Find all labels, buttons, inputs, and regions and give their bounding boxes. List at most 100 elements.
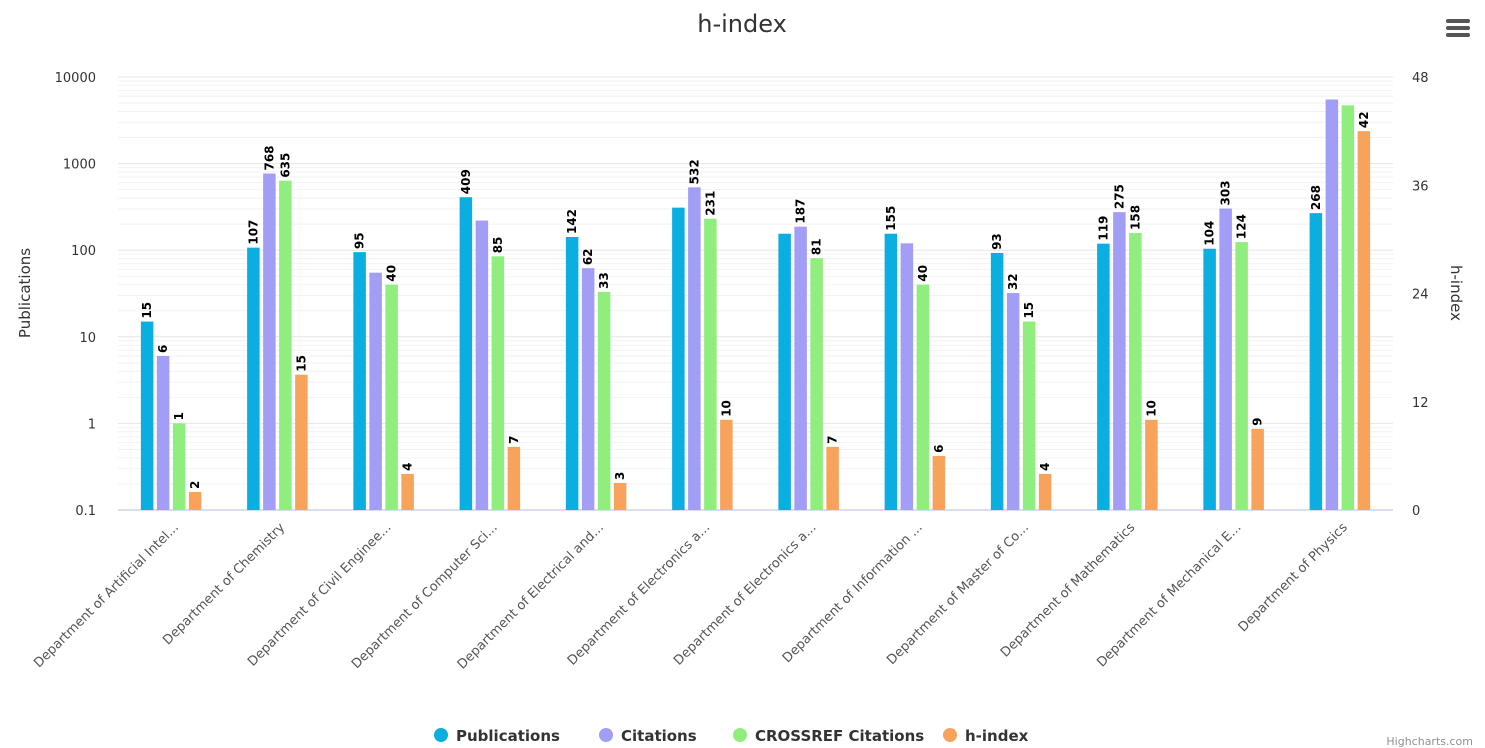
bar [688,187,701,510]
legend-label: CROSSREF Citations [755,727,924,745]
category-label: Department of Physics [1236,520,1351,635]
bar [1219,208,1232,510]
data-label: 268 [1309,185,1323,210]
legend-label: h-index [965,727,1029,745]
bar [263,173,276,511]
data-label: 42 [1357,111,1371,128]
bar [156,356,170,510]
bar [1325,99,1339,510]
bar [565,237,579,510]
menu-line [1446,26,1470,30]
bar [401,473,414,510]
right-tick-label: 24 [1412,288,1429,303]
data-label: 635 [278,153,292,178]
bar [720,419,733,510]
bar [932,455,946,510]
data-label: 6 [156,345,170,353]
data-label: 158 [1128,205,1142,230]
data-label: 2 [188,481,202,489]
right-tick-label: 48 [1412,71,1429,86]
category-label: Department of Artificial Intel... [31,520,182,671]
legend-item[interactable]: Citations [599,727,697,745]
bar [475,220,489,510]
bar [884,233,898,510]
data-label: 95 [353,232,367,249]
bar [1129,232,1142,511]
left-tick-label: 10000 [55,71,96,86]
bar [826,446,839,510]
data-label: 142 [565,209,579,234]
bars-group [140,99,1371,511]
data-label: 119 [1096,216,1110,241]
left-tick-label: 1 [88,417,96,432]
menu-line [1446,19,1470,23]
bar [597,291,611,510]
legend-marker [599,728,613,742]
bar [369,272,382,510]
data-label: 7 [826,435,840,443]
legend-label: Citations [621,727,697,745]
right-tick-label: 0 [1412,504,1420,519]
data-label: 32 [1006,273,1020,290]
data-label: 532 [687,159,701,184]
data-label: 7 [507,435,521,443]
legend-label: Publications [456,727,560,745]
bar [491,256,505,510]
legend-item[interactable]: CROSSREF Citations [733,727,924,745]
right-axis-title: h-index [1447,265,1465,321]
bar [1357,131,1371,510]
bar [1251,428,1264,510]
bar [916,284,930,510]
bar [1006,293,1020,510]
bar [459,197,473,510]
left-tick-label: 10 [79,331,96,346]
bar [1203,248,1216,510]
data-label: 768 [262,145,276,170]
legend: Publications Citations CROSSREF Citations h… [434,727,1029,745]
bar [353,252,366,510]
bar [1022,321,1036,510]
bar [1145,419,1158,510]
data-label: 15 [1022,302,1036,319]
data-label: 124 [1235,214,1249,239]
data-label: 187 [794,199,808,224]
data-label: 409 [459,169,473,194]
bar [1097,243,1110,510]
right-tick-label: 36 [1412,179,1429,194]
data-label: 10 [719,400,733,417]
bar [172,423,186,510]
bar [794,226,807,511]
left-tick-label: 1000 [63,158,96,173]
left-tick-label: 0.1 [75,504,96,519]
menu-line [1446,33,1470,37]
bar [810,258,823,510]
legend-item[interactable]: Publications [434,727,560,745]
data-label: 9 [1251,417,1265,425]
bar [295,374,308,510]
bar [672,207,685,510]
bar [1235,242,1248,510]
data-label: 40 [916,265,930,282]
legend-item[interactable]: h-index [943,727,1029,745]
hamburger-menu-icon[interactable] [1444,16,1472,40]
bar [1341,105,1355,510]
legend-marker [943,728,957,742]
data-label: 15 [140,302,154,319]
bar [613,482,627,510]
bar [188,491,202,510]
data-label: 6 [932,445,946,453]
data-label: 81 [810,238,824,255]
bar [1309,213,1323,510]
chart-title: h-index [697,10,787,38]
data-label: 93 [990,233,1004,250]
left-axis-ticks: 0.1 1 10 100 1000 10000 [55,71,96,519]
data-label: 15 [294,355,308,372]
bar [507,446,521,510]
right-axis-ticks: 0 12 24 36 48 [1412,71,1429,519]
data-label: 303 [1219,180,1233,205]
left-tick-label: 100 [71,244,96,259]
data-label: 4 [401,463,415,471]
data-label: 10 [1144,400,1158,417]
credits-link[interactable]: Highcharts.com [1386,735,1473,748]
